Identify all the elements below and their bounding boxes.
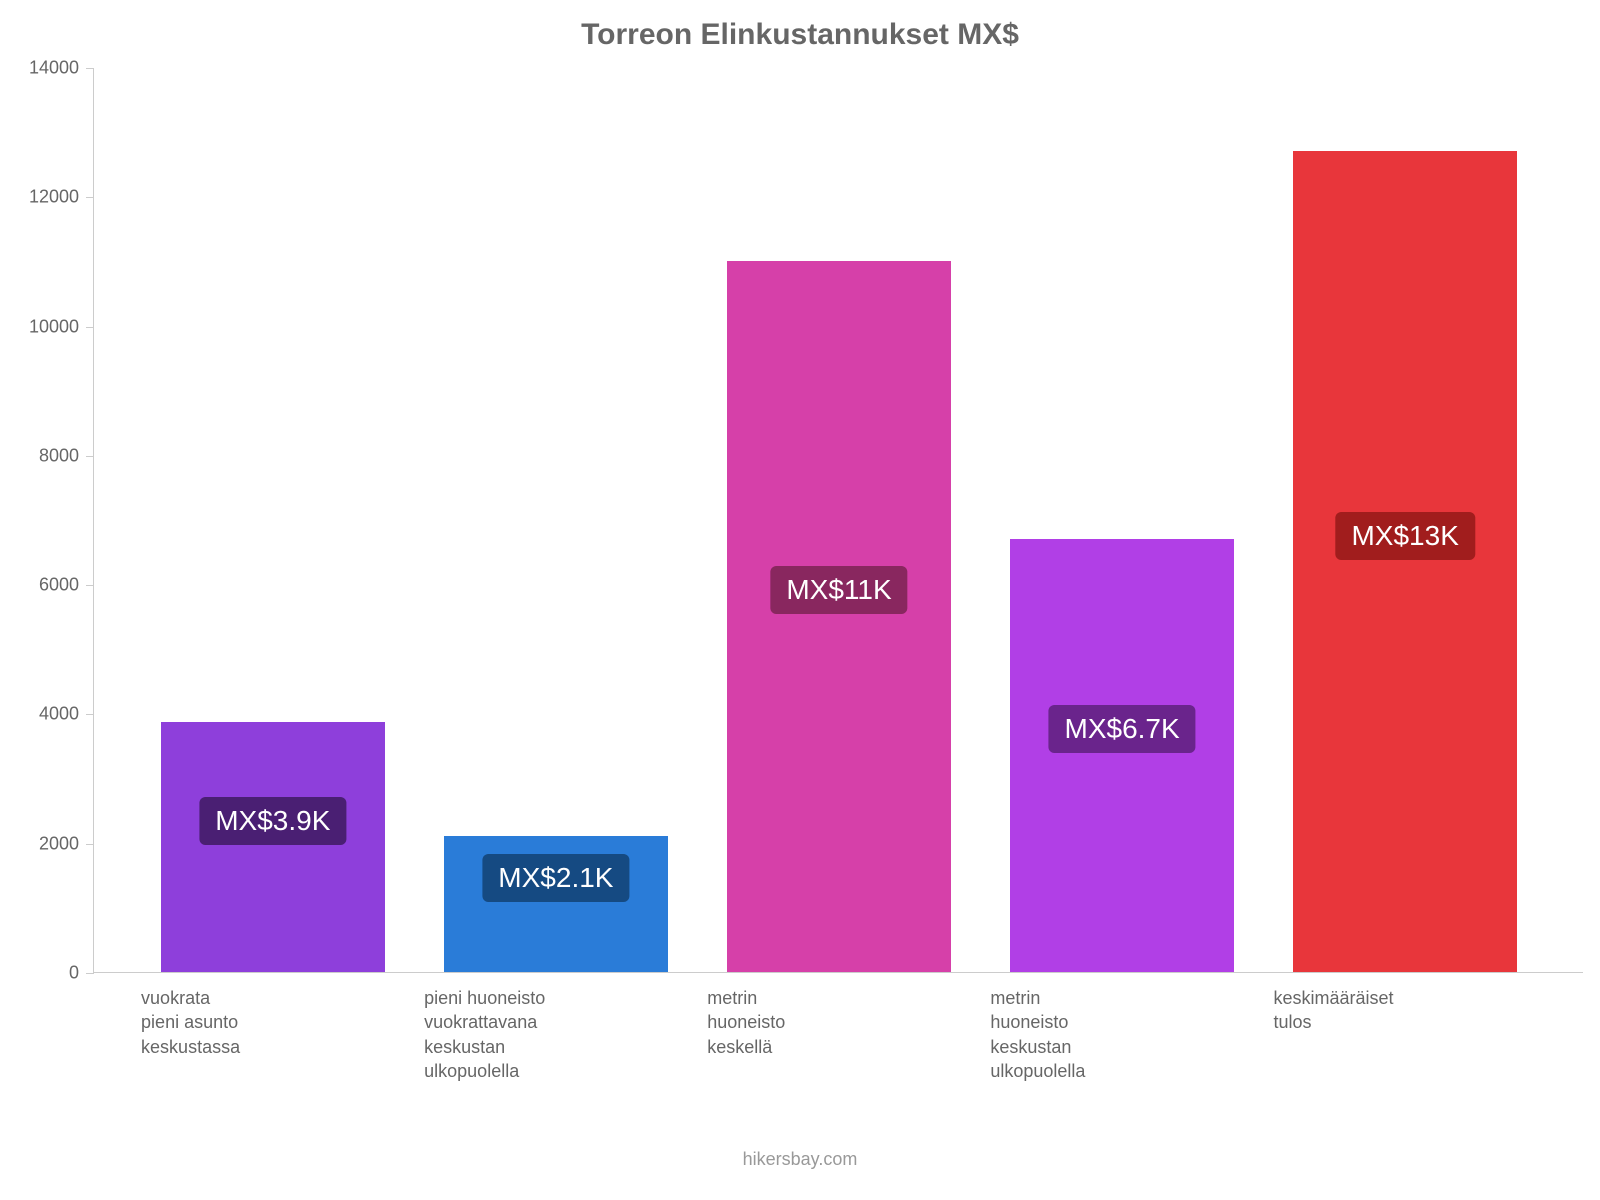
y-tick-label: 2000 <box>39 833 79 854</box>
x-tick-label: keskimääräisettulos <box>1273 972 1537 1035</box>
y-tick <box>86 327 94 328</box>
y-tick-label: 10000 <box>29 316 79 337</box>
cost-of-living-chart: Torreon Elinkustannukset MX$ 02000400060… <box>0 0 1600 1200</box>
x-tick-label: metrinhuoneistokeskellä <box>707 972 971 1059</box>
y-tick <box>86 714 94 715</box>
bar-value-label: MX$3.9K <box>199 797 346 845</box>
y-tick <box>86 197 94 198</box>
y-tick-label: 4000 <box>39 704 79 725</box>
x-tick-label: metrinhuoneistokeskustanulkopuolella <box>990 972 1254 1083</box>
y-tick-label: 8000 <box>39 445 79 466</box>
bar-value-label: MX$6.7K <box>1049 705 1196 753</box>
bar-value-label: MX$2.1K <box>482 854 629 902</box>
bar-value-label: MX$13K <box>1335 512 1474 560</box>
y-tick-label: 12000 <box>29 187 79 208</box>
chart-title: Torreon Elinkustannukset MX$ <box>0 18 1600 52</box>
x-tick-label: pieni huoneistovuokrattavanakeskustanulk… <box>424 972 688 1083</box>
attribution-text: hikersbay.com <box>0 1149 1600 1170</box>
y-tick-label: 0 <box>69 963 79 984</box>
plot-area: 02000400060008000100001200014000MX$3.9Kv… <box>93 68 1583 973</box>
bar <box>1010 539 1234 972</box>
y-tick <box>86 456 94 457</box>
bar <box>1293 151 1517 972</box>
y-tick <box>86 973 94 974</box>
bar-value-label: MX$11K <box>770 566 907 614</box>
y-tick-label: 14000 <box>29 58 79 79</box>
y-tick <box>86 585 94 586</box>
y-tick <box>86 844 94 845</box>
x-tick-label: vuokratapieni asuntokeskustassa <box>141 972 405 1059</box>
y-tick <box>86 68 94 69</box>
y-tick-label: 6000 <box>39 575 79 596</box>
bar <box>161 722 385 972</box>
bar <box>727 261 951 972</box>
